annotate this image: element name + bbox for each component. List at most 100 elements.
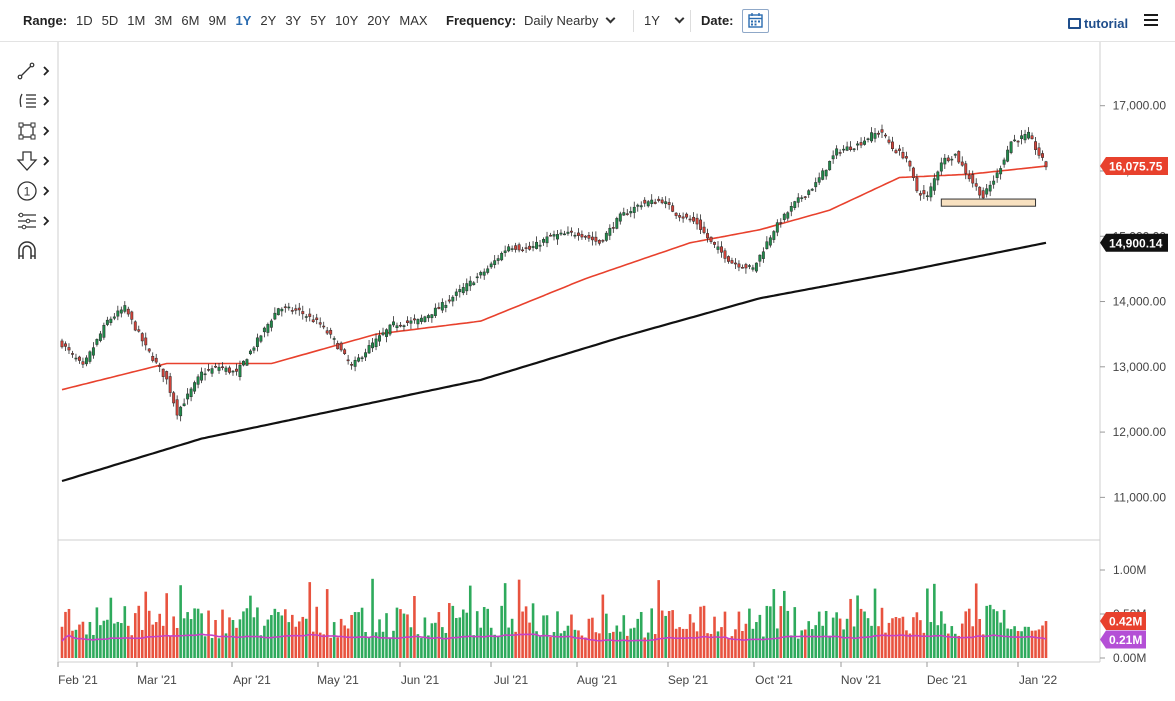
range-option-1y[interactable]: 1Y	[235, 13, 252, 28]
candle	[999, 165, 1003, 180]
range-option-2y[interactable]: 2Y	[260, 13, 277, 28]
volume-bar	[350, 614, 353, 658]
candle	[978, 186, 982, 199]
range-option-6m[interactable]: 6M	[181, 13, 200, 28]
time-tick-label: Jun '21	[401, 673, 440, 687]
candle	[322, 321, 326, 330]
candle	[1041, 150, 1044, 161]
arrow-tool[interactable]	[14, 149, 54, 173]
volume-bar	[685, 628, 688, 658]
candle	[269, 318, 273, 332]
trend-line-tool[interactable]	[14, 59, 54, 83]
shape-tool[interactable]	[14, 119, 54, 143]
candle	[789, 202, 793, 217]
candle	[465, 278, 469, 295]
candle	[1016, 140, 1020, 147]
candle	[800, 195, 804, 202]
volume-bar	[584, 637, 587, 658]
volume-bar	[430, 623, 434, 658]
volume-bar	[796, 638, 800, 658]
volume-bar	[803, 629, 807, 658]
volume-bar	[182, 618, 186, 658]
candle	[430, 313, 434, 323]
candle	[399, 322, 402, 328]
range-option-9m[interactable]: 9M	[208, 13, 227, 28]
volume-bar	[489, 627, 493, 658]
magnet-tool[interactable]	[14, 239, 54, 263]
hamburger-menu-button[interactable]	[1144, 14, 1158, 27]
range-option-20y[interactable]: 20Y	[367, 13, 391, 28]
candle	[545, 231, 549, 248]
candle	[273, 307, 277, 321]
candle	[447, 294, 451, 304]
range-option-max[interactable]: MAX	[399, 13, 428, 28]
volume-bar	[514, 631, 517, 658]
candle	[105, 316, 109, 327]
candle	[814, 177, 818, 192]
range-option-10y[interactable]: 10Y	[335, 13, 359, 28]
range-option-5y[interactable]: 5Y	[310, 13, 327, 28]
annotation-tool[interactable]: 1	[14, 179, 54, 203]
volume-bar	[988, 604, 992, 658]
candle	[130, 310, 134, 325]
period-dropdown[interactable]: 1Y	[644, 13, 685, 29]
volume-bar	[814, 625, 818, 658]
volume-bar	[776, 628, 779, 658]
volume-bar	[744, 623, 748, 658]
range-option-3y[interactable]: 3Y	[285, 13, 302, 28]
candle	[856, 141, 860, 151]
range-option-3m[interactable]: 3M	[154, 13, 173, 28]
range-option-1d[interactable]: 1D	[76, 13, 93, 28]
frequency-dropdown[interactable]: Daily Nearby	[524, 13, 616, 29]
frequency-value: Daily Nearby	[524, 13, 599, 28]
volume-bar	[699, 606, 702, 658]
volume-bar	[78, 624, 81, 658]
candle	[98, 330, 102, 343]
volume-bar	[772, 589, 776, 658]
time-tick-label: Sep '21	[668, 673, 709, 687]
volume-bar	[950, 626, 954, 658]
fibonacci-tool[interactable]	[14, 89, 54, 113]
down-arrow-icon	[16, 151, 50, 171]
candle	[744, 262, 748, 274]
candle	[775, 219, 779, 237]
volume-bar	[420, 638, 423, 658]
candle	[884, 132, 887, 139]
candle	[311, 314, 315, 323]
volume-bar	[688, 614, 692, 658]
volume-bar	[737, 611, 741, 658]
volume-bar	[549, 636, 552, 658]
candle	[929, 182, 933, 202]
candle	[475, 272, 479, 283]
ma-50-line	[61, 165, 1047, 391]
range-option-5d[interactable]: 5D	[101, 13, 119, 28]
volume-bar	[800, 630, 804, 658]
time-tick-label: Apr '21	[233, 673, 271, 687]
candle	[77, 355, 81, 364]
date-picker-button[interactable]	[742, 9, 769, 33]
candle	[904, 151, 908, 163]
candle	[182, 398, 186, 407]
last-volume-flag: 0.42M	[1100, 612, 1146, 631]
tutorial-link[interactable]: tutorial	[1068, 16, 1128, 31]
candle	[911, 166, 915, 181]
volume-bar	[346, 628, 350, 658]
candle	[116, 305, 120, 321]
price-tick-label: 14,000.00	[1113, 295, 1167, 309]
candle	[597, 239, 601, 246]
volume-bar	[926, 588, 929, 658]
candle	[112, 313, 116, 321]
channel-tool[interactable]	[14, 209, 54, 233]
candle	[151, 352, 155, 363]
volume-bar	[636, 618, 640, 658]
candle	[433, 303, 437, 318]
range-option-1m[interactable]: 1M	[127, 13, 146, 28]
volume-bar	[545, 615, 549, 658]
candle	[549, 232, 552, 237]
volume-bar	[1044, 621, 1048, 658]
volume-bar	[381, 631, 385, 658]
candle	[807, 189, 811, 198]
volume-bar	[270, 615, 273, 658]
candle	[482, 268, 486, 280]
